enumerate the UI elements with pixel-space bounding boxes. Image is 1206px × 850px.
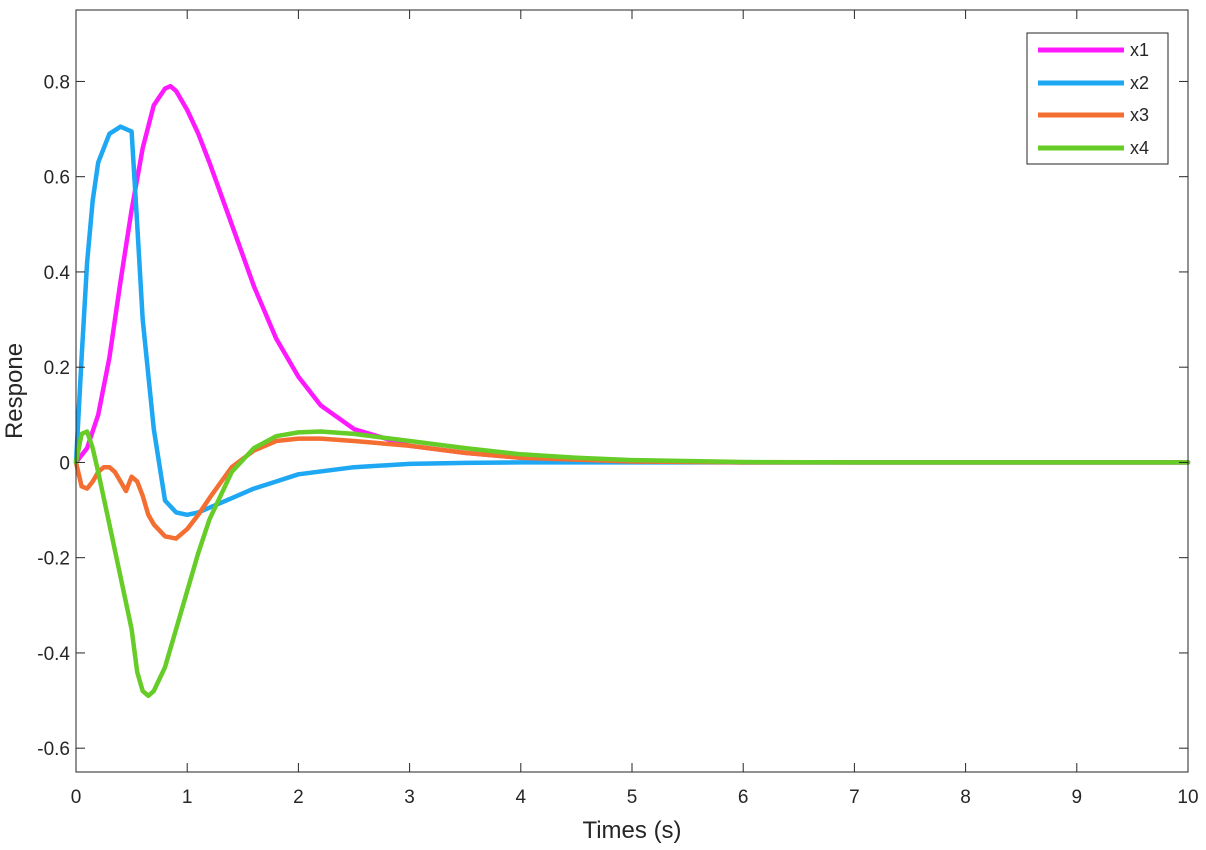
legend-label-x3: x3 xyxy=(1130,105,1149,125)
x-tick-label: 10 xyxy=(1177,787,1198,808)
x-tick-label: 5 xyxy=(627,787,638,808)
y-tick-label: 0.4 xyxy=(44,263,71,284)
series-line-x4 xyxy=(73,429,1191,699)
series-layer xyxy=(73,83,1191,699)
x-tick-label: 6 xyxy=(738,787,749,808)
x-tick-label: 1 xyxy=(182,787,193,808)
x-axis-title: Times (s) xyxy=(582,817,681,844)
y-tick-label: -0.6 xyxy=(37,739,70,760)
series-line-x3 xyxy=(73,436,1191,541)
legend-label-x2: x2 xyxy=(1130,73,1149,93)
legend-label-x4: x4 xyxy=(1130,138,1149,158)
x-tick-label: 8 xyxy=(960,787,971,808)
legend: x1 x2 x3 x4 xyxy=(1026,32,1169,165)
y-tick-label: -0.4 xyxy=(37,644,70,665)
plot-frame xyxy=(75,9,1189,773)
y-tick-label: 0.8 xyxy=(44,72,70,93)
series-line-x2 xyxy=(73,124,1191,518)
y-tick-label: 0.2 xyxy=(44,358,70,379)
plot-area xyxy=(76,10,1188,772)
x-tick-label: 7 xyxy=(849,787,860,808)
legend-label-x1: x1 xyxy=(1130,40,1149,60)
x-tick-label: 9 xyxy=(1072,787,1083,808)
x-tick-label: 2 xyxy=(293,787,304,808)
y-tick-label: 0.6 xyxy=(44,168,70,189)
y-axis-title: Respone xyxy=(1,343,28,439)
x-tick-label: 0 xyxy=(71,787,82,808)
tick-layer: 0 1 2 3 4 5 6 7 8 9 10 -0.6 -0.4 -0.2 0 0.2 0.4 0.6 0.8 xyxy=(37,10,1199,808)
legend-box xyxy=(1026,32,1169,165)
y-tick-label: -0.2 xyxy=(37,549,70,570)
x-tick-label: 3 xyxy=(404,787,415,808)
y-tick-label: 0 xyxy=(59,453,70,474)
x-tick-label: 4 xyxy=(516,787,527,808)
